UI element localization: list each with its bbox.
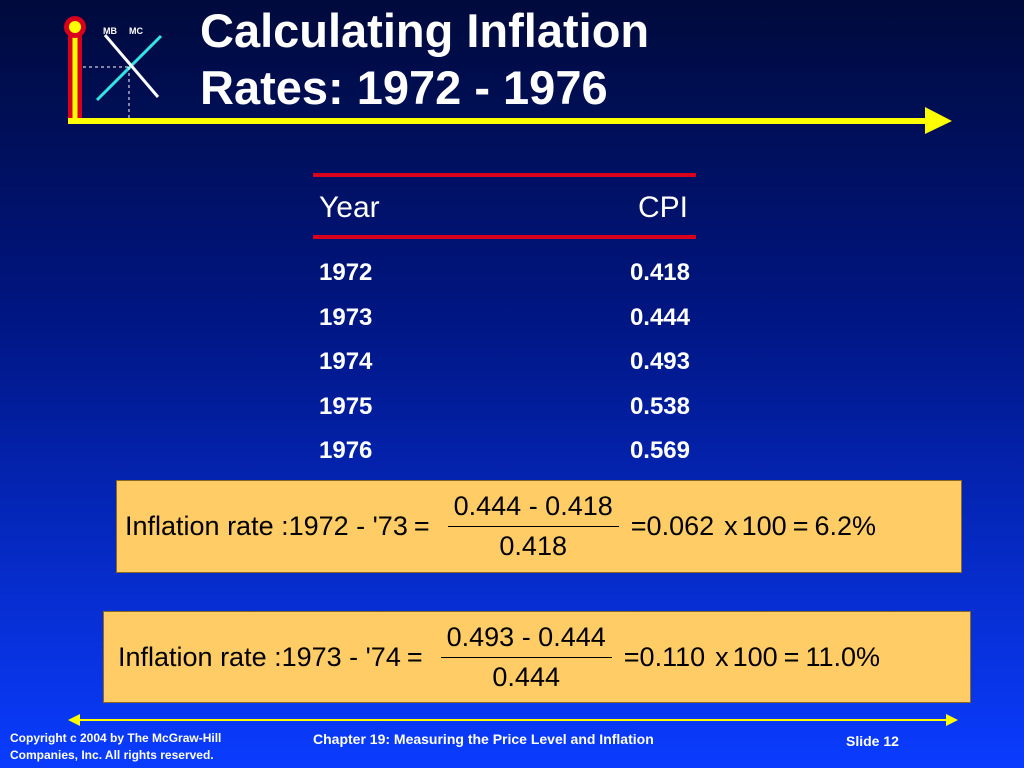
equation-label: Inflation rate :1973 - '74 [118,641,401,672]
title-line-2: Rates: 1972 - 1976 [200,61,608,114]
footer-double-arrow-icon [68,714,958,726]
cpi-cell: 0.493 [629,348,690,375]
chapter-title: Chapter 19: Measuring the Price Level an… [313,731,654,747]
cpi-cell: 0.538 [629,392,690,420]
year-cell: 1975 [319,392,373,420]
equals-sign: = [623,641,640,672]
numerator: 0.493 - 0.444 [440,622,612,658]
denominator: 0.444 [492,661,560,692]
slide-number: Slide 12 [846,733,899,749]
copyright-line-2: Companies, Inc. All rights reserved. [10,748,214,762]
equals-sign: = [413,511,430,541]
multiplier: 100 [741,511,787,541]
result-value: 0.062 [646,511,715,541]
table-header: Year CPI [313,177,696,235]
table-row: 1976 0.569 [313,429,696,474]
table-row: 1973 0.444 [313,296,696,341]
table-row: 1972 0.418 [313,251,696,296]
year-cell: 1972 [319,259,373,286]
table-header-rule [313,235,696,239]
year-cell: 1976 [319,437,373,464]
times-sign: x [715,641,729,672]
percent-result: 11.0% [805,641,881,672]
slide-title: Calculating Inflation Rates: 1972 - 1976 [200,2,649,116]
table-top-rule [313,173,696,177]
copyright-line-1: Copyright c 2004 by The McGraw-Hill [10,731,222,745]
fraction: 0.444 - 0.418 0.418 [447,491,619,562]
cpi-cell: 0.444 [629,303,690,331]
equals-sign: = [630,511,647,541]
equals-sign: = [406,641,423,672]
result-value: 0.110 [639,641,706,672]
cpi-table: Year CPI 1972 0.418 1973 0.444 1974 0.493 1… [313,173,696,474]
equation-box-1972-73: Inflation rate :1972 - '73 = 0.444 - 0.4… [116,480,962,573]
graph-logo-icon: MB MC [64,16,952,134]
equation-box-1973-74: Inflation rate :1973 - '74 = 0.493 - 0.4… [103,611,971,703]
header-cpi: CPI [637,191,688,224]
copyright-notice: Copyright c 2004 by The McGraw-Hill Comp… [10,730,221,764]
header-year: Year [319,191,380,224]
table-row: 1975 0.538 [313,385,696,430]
equals-sign: = [792,511,809,541]
title-line-1: Calculating Inflation [200,4,650,57]
mc-label: MC [129,26,143,36]
mb-label: MB [103,26,117,36]
denominator: 0.418 [499,531,567,561]
numerator: 0.444 - 0.418 [447,491,619,527]
percent-result: 6.2% [814,511,877,541]
equation-label: Inflation rate :1972 - '73 [125,511,408,541]
table-row: 1974 0.493 [313,340,696,385]
times-sign: x [724,511,738,541]
cpi-cell: 0.418 [629,259,690,286]
fraction: 0.493 - 0.444 0.444 [440,622,612,693]
year-cell: 1973 [319,303,373,331]
equals-sign: = [783,641,800,672]
multiplier: 100 [732,641,778,672]
table-body: 1972 0.418 1973 0.444 1974 0.493 1975 0.538 … [313,239,696,474]
year-cell: 1974 [319,348,373,375]
cpi-cell: 0.569 [629,437,690,464]
